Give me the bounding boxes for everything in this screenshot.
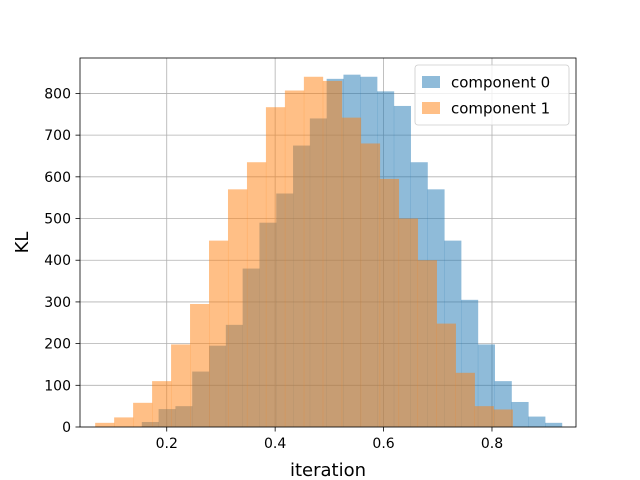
y-tick-label: 0 — [62, 420, 71, 436]
histogram-bar — [190, 304, 210, 427]
legend-box — [414, 64, 570, 126]
legend-label: component 1 — [451, 100, 550, 118]
histogram-bar — [436, 323, 456, 427]
y-tick-label: 300 — [44, 295, 71, 311]
histogram-bar — [398, 218, 419, 427]
histogram-bar — [265, 107, 286, 427]
histogram-bar — [133, 402, 153, 427]
y-tick-label: 800 — [44, 86, 71, 102]
y-tick-label: 200 — [44, 337, 71, 353]
x-tick-label: 0.6 — [372, 436, 394, 452]
plot-frame — [79, 57, 577, 428]
histogram-bar — [417, 260, 437, 427]
legend-label: component 0 — [451, 74, 550, 92]
histogram-bar — [545, 422, 563, 427]
histogram-bars — [95, 74, 563, 428]
y-tick-label: 100 — [44, 378, 71, 394]
histogram-bar — [171, 344, 191, 427]
x-tick-label: 0.4 — [264, 436, 286, 452]
histogram-bar — [95, 422, 115, 427]
y-tick-label: 500 — [44, 212, 71, 228]
histogram-bar — [493, 409, 513, 427]
histogram-bar — [246, 162, 267, 427]
histogram-bar — [511, 401, 529, 427]
histogram-bar — [209, 240, 229, 427]
legend: component 0 component 1 — [414, 64, 570, 126]
legend-swatch — [422, 76, 440, 88]
histogram-bar — [455, 372, 475, 427]
legend-swatch — [422, 102, 440, 114]
y-tick-label: 400 — [44, 253, 71, 269]
y-tick-label: 600 — [44, 170, 71, 186]
series-1-bars — [95, 76, 513, 428]
axis-ticks: 0.2 0.4 0.6 0.8 0 100 200 300 400 500 600 700 800 — [44, 86, 503, 452]
x-axis-label: iteration — [290, 460, 366, 480]
histogram-bar — [227, 189, 248, 427]
histogram-bar — [341, 117, 362, 428]
histogram-bar — [114, 417, 134, 427]
histogram-bar — [152, 381, 172, 427]
histogram-bar — [474, 406, 494, 427]
y-axis-label: KL — [12, 232, 33, 254]
histogram-bar — [322, 80, 343, 428]
histogram-bar — [360, 143, 381, 427]
histogram-bar — [528, 416, 546, 427]
y-tick-label: 700 — [44, 128, 71, 144]
histogram-bar — [303, 76, 324, 428]
x-tick-label: 0.2 — [156, 436, 178, 452]
histogram-bar — [379, 178, 400, 427]
x-tick-label: 0.8 — [481, 436, 503, 452]
histogram-bar — [284, 90, 305, 427]
